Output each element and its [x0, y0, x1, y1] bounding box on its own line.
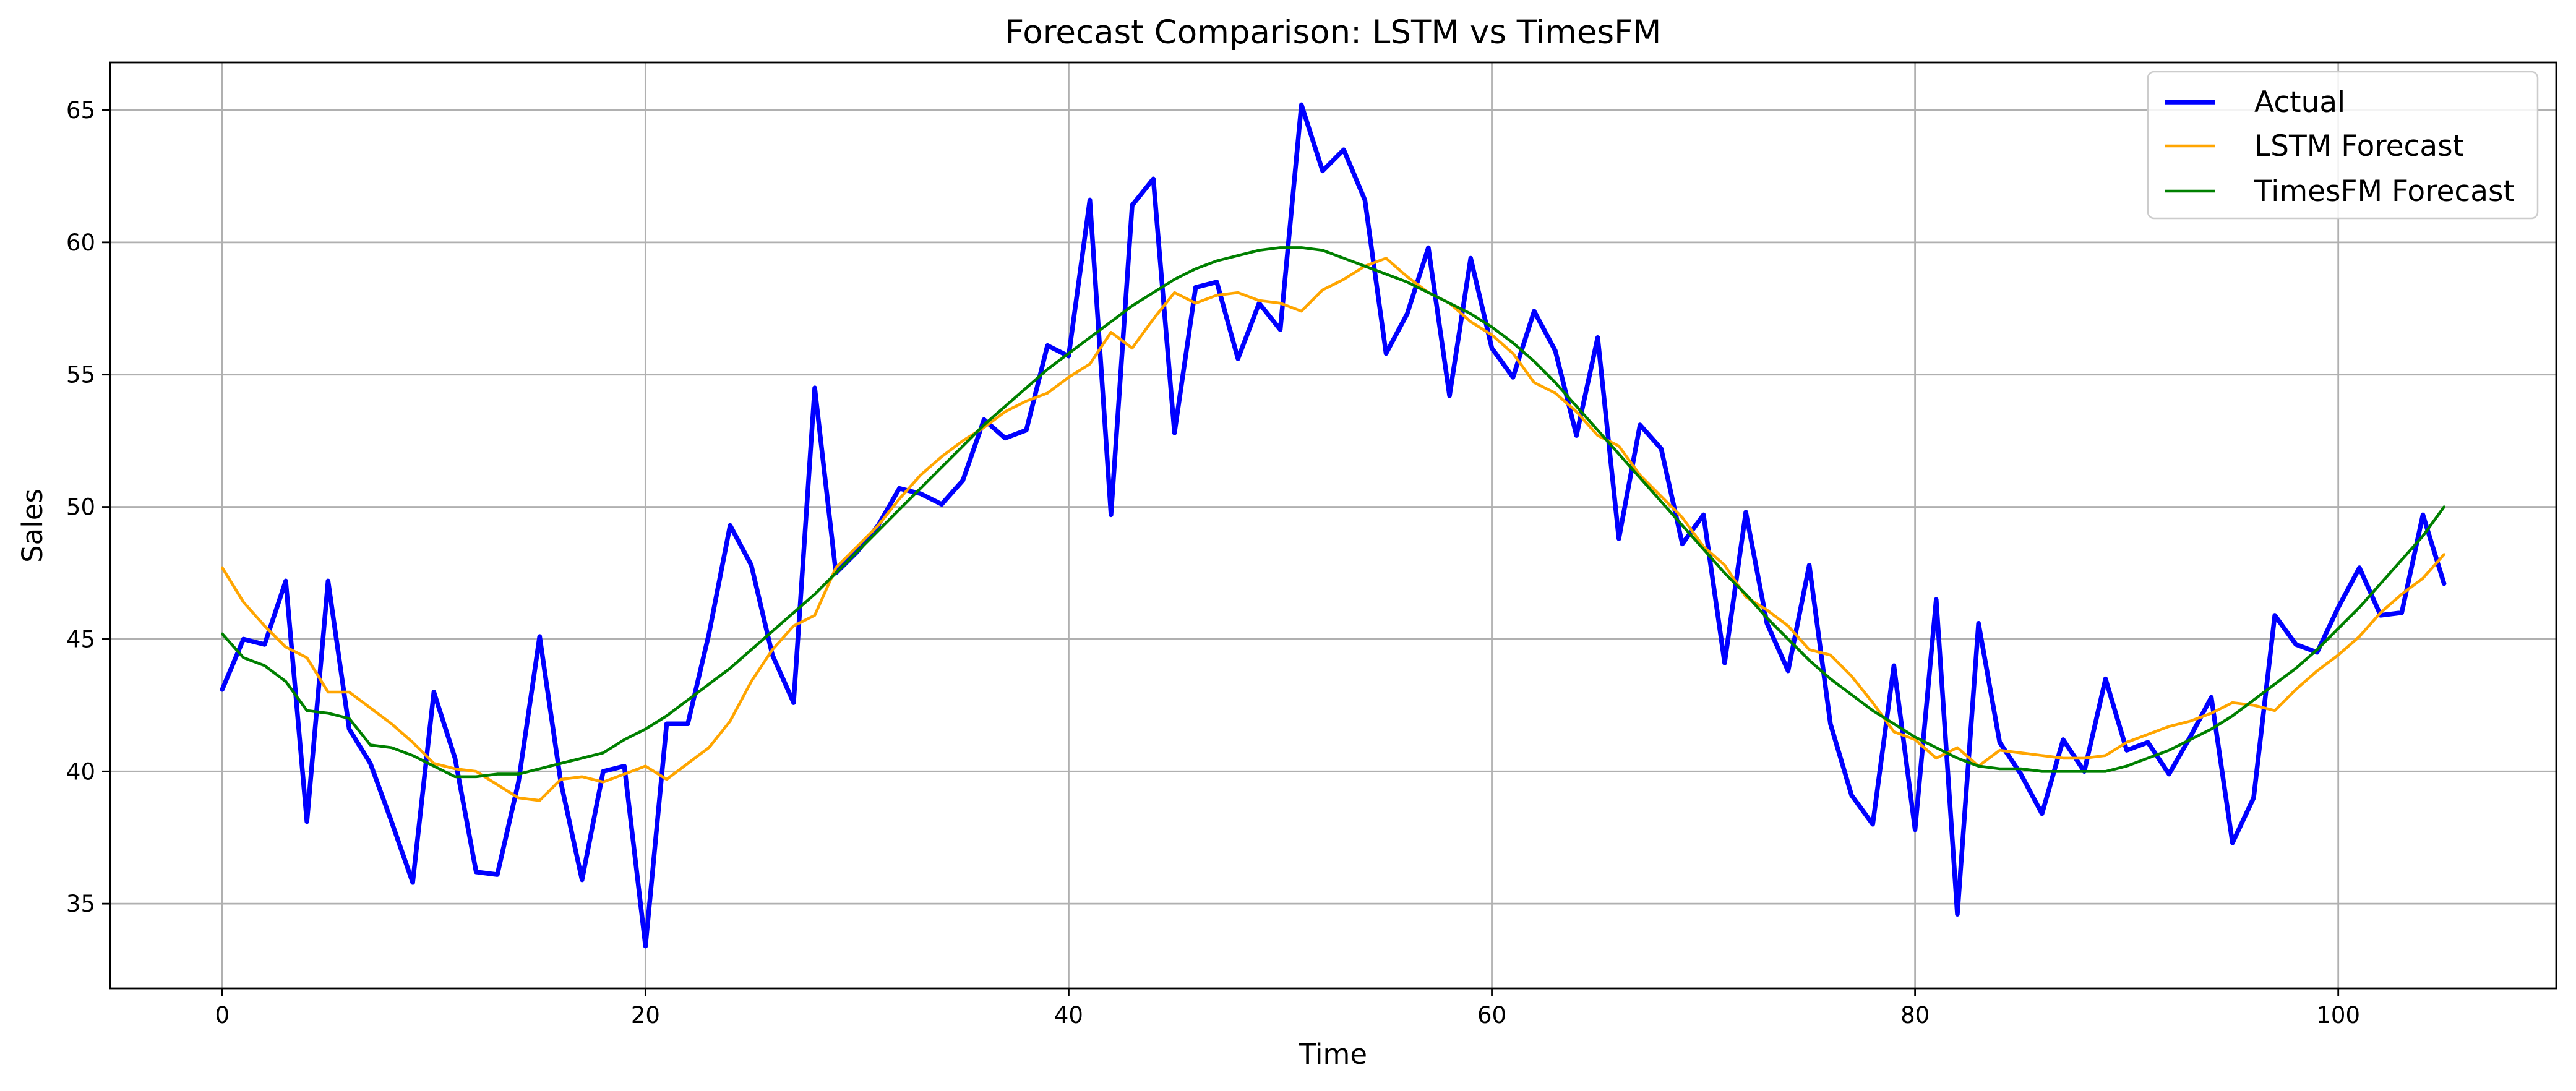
y-tick-label: 55 — [66, 362, 95, 388]
y-tick-label: 50 — [66, 494, 95, 521]
timesfm-forecast-line — [220, 246, 2445, 779]
x-tick-label: 100 — [2316, 1002, 2360, 1029]
y-tick-label: 60 — [66, 229, 95, 256]
x-tick-label: 20 — [631, 1002, 660, 1029]
y-tick-label: 40 — [66, 758, 95, 785]
legend-label-actual: Actual — [2254, 85, 2345, 119]
chart-title: Forecast Comparison: LSTM vs TimesFM — [1005, 14, 1662, 51]
x-tick-label: 40 — [1054, 1002, 1083, 1029]
axis-ticks: 0 20 40 60 80 100 35 40 45 50 55 60 65 — [66, 97, 2360, 1029]
x-axis-label: Time — [1299, 1038, 1367, 1071]
y-tick-label: 35 — [66, 891, 95, 917]
legend: Actual LSTM Forecast TimesFM Forecast — [2147, 71, 2539, 220]
plot-frame — [109, 61, 2557, 990]
y-tick-label: 45 — [66, 626, 95, 652]
legend-label-lstm: LSTM Forecast — [2254, 129, 2464, 163]
actual-series-line — [220, 102, 2447, 949]
x-tick-label: 80 — [1900, 1002, 1930, 1029]
y-axis-label: Sales — [16, 489, 49, 563]
x-tick-label: 0 — [215, 1002, 230, 1029]
lstm-forecast-line — [220, 257, 2445, 802]
x-tick-label: 60 — [1477, 1002, 1506, 1029]
series-lines — [220, 102, 2447, 949]
y-tick-label: 65 — [66, 97, 95, 124]
legend-label-timesfm: TimesFM Forecast — [2254, 174, 2515, 208]
legend-box — [2147, 71, 2539, 220]
